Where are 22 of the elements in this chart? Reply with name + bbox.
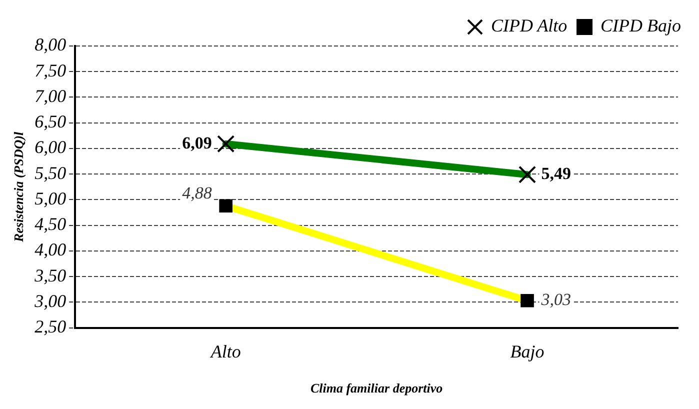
- x-axis-title: Clima familiar deportivo: [310, 380, 444, 396]
- y-tick-label: 7,00: [34, 86, 66, 106]
- y-tick-label: 3,50: [34, 265, 66, 286]
- y-tick-label: 7,50: [34, 60, 66, 80]
- y-tick-label: 2,50: [34, 316, 66, 337]
- data-label: 5,49: [541, 164, 572, 183]
- y-axis-title: Resistencia (PSDQ)l: [11, 131, 26, 243]
- legend-label: CIPD Bajo: [600, 16, 682, 36]
- y-tick-label: 5,50: [34, 162, 66, 183]
- y-tick-label: 5,00: [34, 188, 66, 208]
- y-tick-label: 4,50: [34, 214, 66, 234]
- x-tick-label: Alto: [210, 341, 241, 362]
- data-label: 4,88: [182, 183, 212, 202]
- y-tick-label: 6,50: [34, 112, 66, 132]
- data-label: 6,09: [182, 133, 212, 152]
- x-tick-label: Bajo: [510, 341, 544, 362]
- y-tick-label: 6,00: [34, 137, 66, 158]
- y-tick-label: 3,00: [34, 290, 66, 311]
- data-label: 3,03: [540, 290, 572, 310]
- y-tick-label: 8,00: [34, 34, 66, 55]
- y-tick-label: 4,00: [34, 240, 66, 260]
- legend-label: CIPD Alto: [491, 16, 568, 36]
